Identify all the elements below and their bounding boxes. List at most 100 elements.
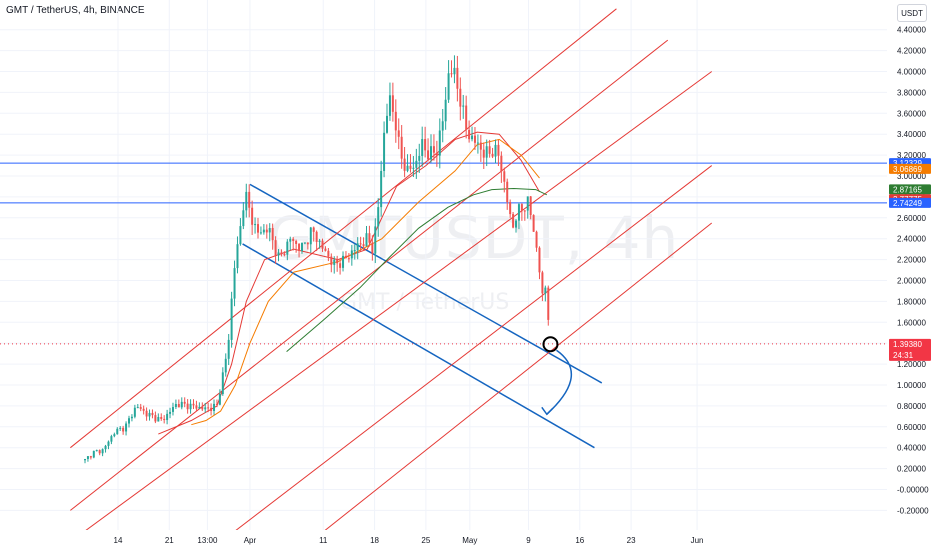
price-label-badge (889, 197, 931, 208)
candle-body (415, 160, 418, 168)
candle-body (177, 404, 180, 408)
candle-body (283, 254, 286, 256)
candle-body (327, 250, 330, 257)
candle-body (277, 252, 280, 256)
candle-body (377, 207, 380, 227)
y-tick-label: 3.20000 (897, 151, 926, 160)
price-label-text: 2.87165 (893, 185, 922, 194)
candle-body (186, 403, 189, 410)
candle-body (383, 132, 386, 171)
candle-body (497, 144, 500, 156)
x-tick-label: 25 (421, 536, 430, 545)
candle-body (292, 238, 295, 242)
price-label-text: 1.39380 (893, 340, 922, 349)
candle-body (107, 441, 110, 446)
candle-body (509, 202, 512, 215)
y-tick-label: 0.40000 (897, 444, 926, 453)
candle-body (289, 238, 292, 242)
y-tick-label: 1.80000 (897, 297, 926, 306)
candle-body (403, 158, 406, 171)
candle-body (523, 210, 526, 212)
candle-body (453, 67, 456, 75)
currency-button[interactable]: USDT (897, 4, 927, 22)
candle-body (321, 240, 324, 249)
trend-line (324, 222, 713, 530)
candle-body (136, 407, 139, 409)
candle-body (298, 243, 301, 251)
candle-body (189, 403, 192, 410)
trend-line (242, 243, 595, 449)
candle-body (163, 418, 166, 421)
candle-body (491, 153, 494, 157)
candle-body (210, 407, 213, 411)
candle-body (517, 204, 520, 221)
candle-body (538, 247, 541, 273)
candle-body (494, 144, 497, 157)
candle-body (473, 135, 476, 143)
candle-body (344, 255, 347, 259)
candle-body (438, 130, 441, 156)
annotation-arrowhead (541, 406, 554, 416)
candle-body (274, 240, 277, 256)
candle-body (356, 243, 359, 251)
candle-body (412, 167, 415, 169)
candle-body (350, 250, 353, 259)
y-tick-label: 0.20000 (897, 465, 926, 474)
candle-body (218, 394, 221, 405)
candle-body (512, 214, 515, 228)
moving-average-line (286, 187, 548, 352)
candle-body (547, 287, 550, 320)
y-tick-label: -0.00000 (897, 486, 929, 495)
candle-body (427, 150, 430, 160)
x-tick-label: May (462, 536, 477, 545)
candle-body (488, 146, 491, 154)
candle-body (113, 434, 116, 437)
candle-body (151, 412, 154, 416)
y-tick-label: 1.60000 (897, 318, 926, 327)
candle-body (92, 450, 95, 458)
x-tick-label: 9 (526, 536, 531, 545)
candle-body (180, 401, 183, 408)
candle-body (347, 258, 350, 260)
candle-body (242, 210, 245, 227)
candle-body (95, 450, 98, 452)
candle-body (251, 207, 254, 225)
candle-body (207, 407, 210, 409)
candle-body (520, 204, 523, 211)
moving-average-line (158, 131, 540, 435)
candle-body (230, 298, 233, 340)
candle-body (468, 129, 471, 140)
candle-body (157, 417, 160, 422)
candle-body (324, 248, 327, 251)
candle-body (174, 404, 177, 408)
candle-body (280, 252, 283, 255)
candle-body (119, 427, 122, 429)
candle-body (359, 243, 362, 245)
candle-body (515, 220, 518, 228)
candle-body (529, 196, 532, 216)
candle-body (374, 226, 377, 254)
candle-body (365, 233, 368, 247)
candle-body (192, 403, 195, 406)
x-tick-label: 23 (627, 536, 636, 545)
price-label-badge (889, 163, 931, 174)
candle-body (257, 224, 260, 233)
y-tick-label: 2.00000 (897, 277, 926, 286)
candle-body (465, 105, 468, 130)
y-tick-label: -0.20000 (897, 506, 929, 515)
candle-body (236, 244, 239, 269)
candle-body (312, 227, 315, 232)
candle-body (271, 228, 274, 241)
candle-body (342, 255, 345, 268)
x-tick-label: 18 (370, 536, 379, 545)
candle-body (195, 405, 198, 409)
candle-body (303, 242, 306, 244)
candle-body (286, 241, 289, 255)
candle-body (459, 88, 462, 107)
trend-line (70, 8, 617, 449)
candle-body (429, 146, 432, 160)
candle-body (213, 403, 216, 411)
candle-body (371, 242, 374, 254)
candle-body (122, 427, 125, 432)
